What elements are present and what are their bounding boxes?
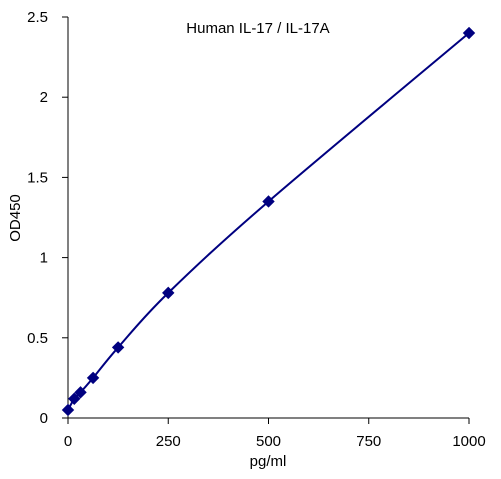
series-layer (61, 26, 476, 417)
data-point-marker (68, 392, 81, 405)
data-point-marker (111, 341, 125, 354)
y-tick-label: 1 (40, 250, 48, 267)
axes: 0 0.5 1 1.5 2 2.5 0 250 500 750 1000 (27, 9, 486, 450)
y-axis-label: OD450 (7, 194, 24, 242)
x-axis-label: pg/ml (250, 453, 287, 470)
x-tick-label: 1000 (452, 433, 485, 450)
y-tick-label: 2.5 (27, 9, 48, 26)
y-tick-label: 0 (40, 410, 48, 427)
data-point-marker (74, 386, 87, 399)
y-tick-label: 0.5 (27, 330, 48, 347)
x-tick-label: 500 (256, 433, 281, 450)
x-tick-label: 750 (356, 433, 381, 450)
data-point-marker (162, 286, 175, 300)
y-tick-label: 2 (40, 89, 48, 106)
y-tick-label: 1.5 (27, 169, 48, 186)
x-tick-label: 0 (64, 433, 72, 450)
x-tick-label: 250 (156, 433, 181, 450)
series-line (67, 32, 470, 411)
data-point-marker (462, 26, 476, 40)
data-point-marker (262, 195, 275, 208)
chart-title: Human IL-17 / IL-17A (186, 20, 329, 37)
data-point-marker (86, 371, 100, 385)
data-point-marker (61, 403, 75, 417)
